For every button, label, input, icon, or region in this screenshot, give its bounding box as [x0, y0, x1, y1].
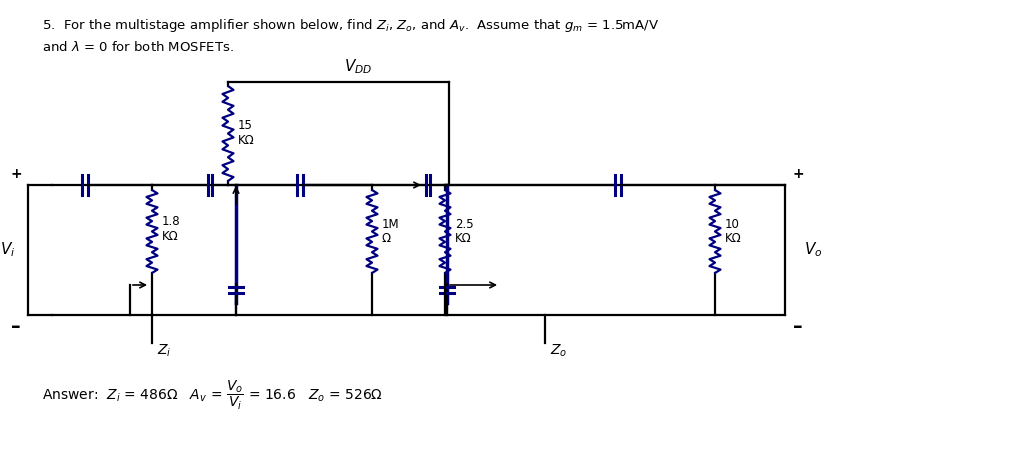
Text: 5.  For the multistage amplifier shown below, find $Z_i$, $Z_o$, and $A_v$.  Ass: 5. For the multistage amplifier shown be… [42, 16, 659, 33]
Text: –: – [11, 317, 20, 336]
Text: $V_{DD}$: $V_{DD}$ [344, 57, 373, 76]
Text: $V_o$: $V_o$ [804, 241, 822, 260]
Text: +: + [10, 167, 22, 181]
Text: and $\lambda$ = 0 for both MOSFETs.: and $\lambda$ = 0 for both MOSFETs. [42, 40, 233, 54]
Text: $Z_i$: $Z_i$ [157, 343, 171, 359]
Text: Answer:  $Z_i$ = 486Ω   $A_v$ = $\dfrac{V_o}{V_i}$ = 16.6   $Z_o$ = 526Ω: Answer: $Z_i$ = 486Ω $A_v$ = $\dfrac{V_o… [42, 378, 383, 412]
Text: 1.8
KΩ: 1.8 KΩ [162, 214, 180, 243]
Text: 10
KΩ: 10 KΩ [725, 218, 741, 245]
Text: 1M
Ω: 1M Ω [382, 218, 399, 245]
Text: –: – [793, 317, 803, 336]
Text: 15
KΩ: 15 KΩ [238, 119, 255, 148]
Text: $Z_o$: $Z_o$ [550, 343, 567, 359]
Text: +: + [793, 167, 805, 181]
Text: 2.5
KΩ: 2.5 KΩ [455, 218, 474, 245]
Text: $V_i$: $V_i$ [0, 241, 15, 260]
